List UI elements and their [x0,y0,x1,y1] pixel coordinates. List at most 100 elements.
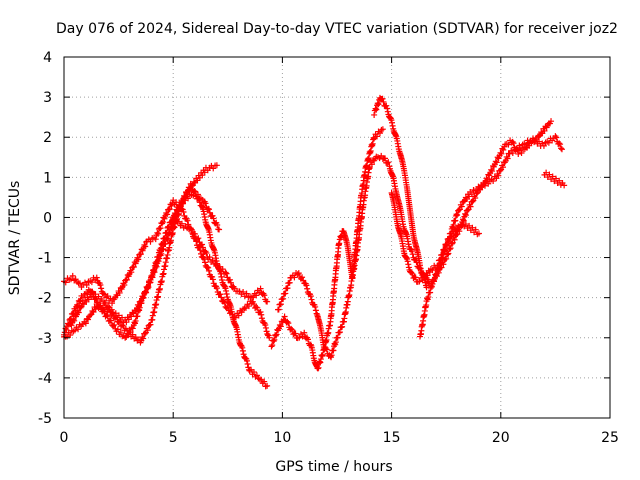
data-point [268,343,275,350]
data-point [253,304,260,311]
data-point [145,284,152,291]
data-point [206,254,213,261]
data-point [162,240,169,247]
data-point [269,342,276,349]
data-point [243,290,250,297]
y-tick-label: 1 [43,170,52,186]
data-point [541,127,548,134]
data-point [137,298,144,305]
data-point [474,190,481,197]
data-point [549,173,556,180]
data-point [444,251,451,258]
data-point [182,194,189,201]
data-point [472,226,479,233]
data-point [209,276,216,283]
data-point [85,316,92,323]
data-point [180,209,187,216]
data-point [429,267,436,274]
chart-title: Day 076 of 2024, Sidereal Day-to-day VTE… [56,21,618,37]
data-point [454,212,461,219]
data-point [129,331,136,338]
data-point [159,246,166,253]
data-point [295,270,302,277]
data-point [374,100,381,107]
y-tick-label: -1 [38,251,52,267]
data-point [506,150,513,157]
data-point [284,285,291,292]
data-point [464,207,471,214]
data-point [154,256,161,263]
data-point [79,300,86,307]
data-point [169,222,176,229]
data-point [419,277,426,284]
data-point [195,195,202,202]
data-point [484,176,491,183]
data-point [235,312,242,319]
data-point [144,327,151,334]
data-point [488,166,495,173]
data-point [165,229,172,236]
data-point [548,118,555,125]
data-point [199,244,206,251]
data-point [112,310,119,317]
data-point [175,207,182,214]
data-point [97,281,104,288]
data-point [558,145,565,152]
data-point [277,301,284,308]
data-point [445,250,452,257]
data-point [243,357,250,364]
data-point [158,250,165,257]
data-point [213,285,220,292]
data-point [505,141,512,148]
data-point [102,299,109,306]
data-point [528,139,535,146]
data-point [121,282,128,289]
data-point [240,288,247,295]
data-point [137,251,144,258]
data-point [270,338,277,345]
data-point [277,323,284,330]
data-point [135,303,142,310]
data-point [383,102,390,109]
data-point [98,296,105,303]
data-point [194,236,201,243]
data-point [483,175,490,182]
data-point [262,324,269,331]
data-point [409,270,416,277]
data-point [495,172,502,179]
data-point [536,133,543,140]
x-tick-label: 15 [383,430,401,446]
data-point [446,246,453,253]
data-point [412,274,419,281]
data-point [515,150,522,157]
data-point [188,182,195,189]
data-point [558,146,565,153]
data-point [510,140,517,147]
data-point [312,303,319,310]
data-point [75,309,82,316]
data-point [264,382,271,389]
data-point [296,334,303,341]
data-point [209,212,216,219]
data-point [374,133,381,140]
data-point [451,236,458,243]
data-point [301,329,308,336]
data-point [140,335,147,342]
data-point [140,295,147,302]
data-point [92,291,99,298]
data-point [130,310,137,317]
series-track [541,169,568,189]
data-point [462,221,469,228]
data-point [202,200,209,207]
data-point [218,294,225,301]
data-point [119,322,126,329]
data-point [203,250,210,257]
data-point [210,215,217,222]
data-point [143,289,150,296]
data-point [67,331,74,338]
data-point [166,206,173,213]
data-point [280,295,287,302]
data-point [382,155,389,162]
data-point [205,267,212,274]
data-point [257,308,264,315]
